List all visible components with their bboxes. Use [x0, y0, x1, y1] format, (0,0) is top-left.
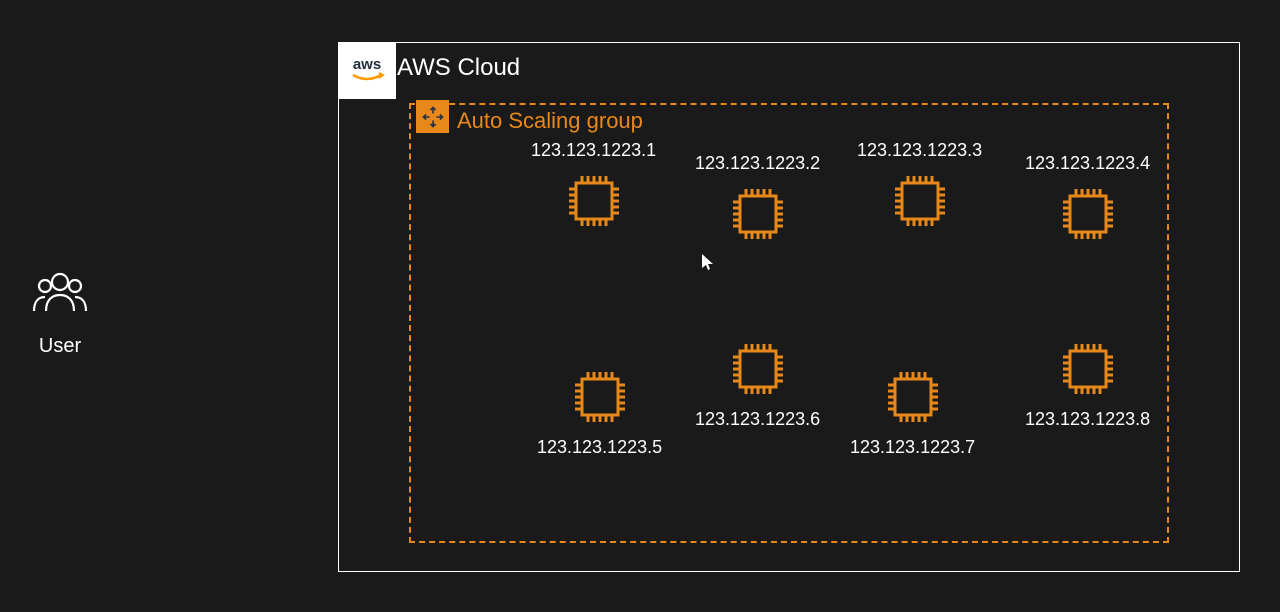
- aws-logo-badge: aws: [338, 42, 396, 99]
- instance-ip-label: 123.123.1223.4: [1025, 153, 1150, 174]
- instance-ip-label: 123.123.1223.5: [537, 437, 662, 458]
- ec2-instance: 123.123.1223.6: [695, 337, 820, 430]
- chip-icon: [726, 182, 790, 246]
- chip-icon: [568, 365, 632, 429]
- chip-icon: [1056, 182, 1120, 246]
- ec2-instance: 123.123.1223.5: [537, 365, 662, 458]
- chip-icon: [562, 169, 626, 233]
- instance-ip-label: 123.123.1223.6: [695, 409, 820, 430]
- cursor-icon: [702, 254, 714, 277]
- ec2-instance: 123.123.1223.7: [850, 365, 975, 458]
- ec2-instance: 123.123.1223.8: [1025, 337, 1150, 430]
- aws-cloud-label: AWS Cloud: [397, 54, 520, 82]
- asg-icon: [416, 100, 449, 133]
- chip-icon: [726, 337, 790, 401]
- chip-icon: [881, 365, 945, 429]
- aws-cloud-container: aws AWS Cloud Auto Scaling group 123.123…: [338, 42, 1240, 572]
- chip-icon: [1056, 337, 1120, 401]
- svg-text:aws: aws: [353, 56, 381, 73]
- user-group: User: [32, 267, 88, 358]
- instance-ip-label: 123.123.1223.7: [850, 437, 975, 458]
- asg-label: Auto Scaling group: [457, 108, 643, 134]
- instance-ip-label: 123.123.1223.1: [531, 140, 656, 161]
- chip-icon: [888, 169, 952, 233]
- instance-ip-label: 123.123.1223.3: [857, 140, 982, 161]
- instance-ip-label: 123.123.1223.2: [695, 153, 820, 174]
- auto-scaling-group-container: Auto Scaling group 123.123.1223.1 123.12…: [409, 103, 1169, 543]
- ec2-instance: 123.123.1223.2: [695, 153, 820, 246]
- ec2-instance: 123.123.1223.3: [857, 140, 982, 233]
- ec2-instance: 123.123.1223.4: [1025, 153, 1150, 246]
- instance-ip-label: 123.123.1223.8: [1025, 409, 1150, 430]
- user-label: User: [39, 335, 81, 358]
- ec2-instance: 123.123.1223.1: [531, 140, 656, 233]
- users-icon: [32, 267, 88, 323]
